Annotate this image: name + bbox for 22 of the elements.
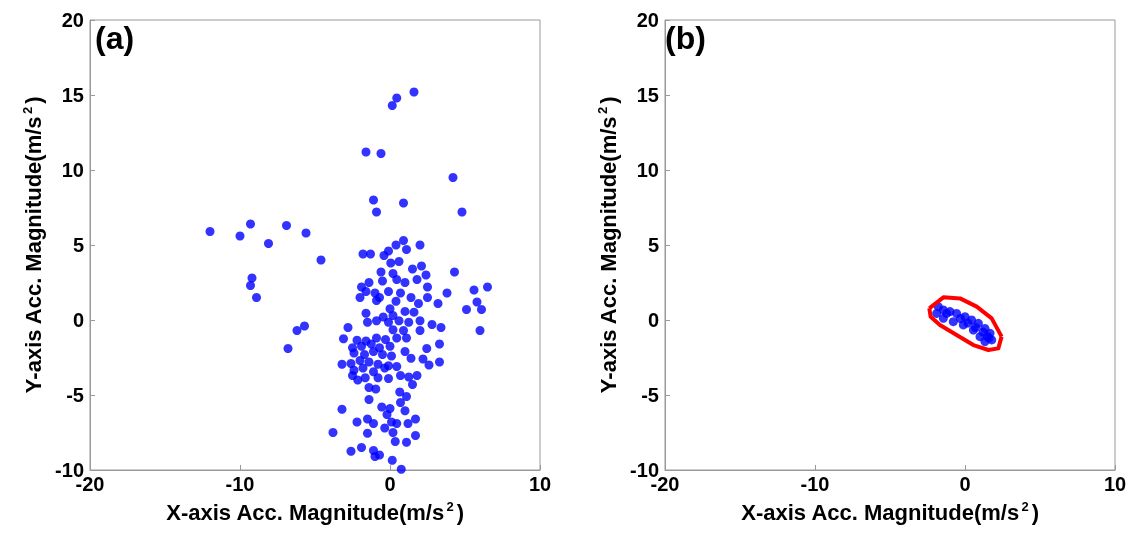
x-tick-label: 0 [959,473,971,495]
y-tick-label: 0 [72,309,84,331]
x-tick-label: -10 [225,473,255,495]
x-tick-label: 0 [384,473,396,495]
annotation: (b) [665,20,706,56]
y-tick-label: 15 [61,84,84,106]
y-tick-label: 15 [636,84,659,106]
y-tick-label: 10 [636,159,659,181]
annotation: (a) [95,20,135,56]
y-axis-title: Y-axis Acc. Magnitude(m/s2) [19,96,46,394]
x-tick-label: -10 [800,473,830,495]
y-tick-label: 20 [61,9,84,31]
x-tick-label: 10 [1103,473,1127,495]
y-tick-label: 10 [61,159,84,181]
y-tick-label: -5 [66,384,84,406]
y-tick-label: 20 [636,9,659,31]
y-tick-label: 5 [72,234,84,256]
x-tick-label: 10 [528,473,552,495]
y-tick-label: 0 [647,309,659,331]
y-axis-title: Y-axis Acc. Magnitude(m/s2) [594,96,621,394]
y-tick-label: 5 [647,234,659,256]
y-tick-label: -5 [641,384,659,406]
